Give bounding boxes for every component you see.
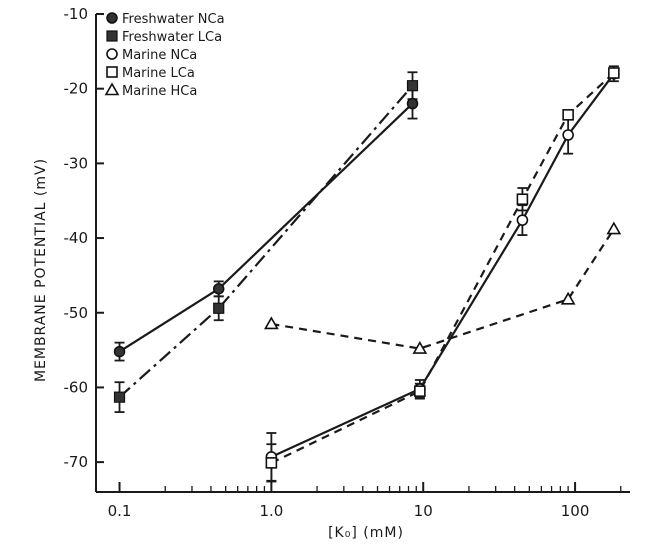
data-point (113, 345, 126, 358)
data-point (562, 109, 574, 121)
data-point (608, 67, 620, 79)
data-point (516, 193, 529, 206)
data-point (516, 214, 529, 226)
data-point (113, 391, 126, 403)
legend-item: Marine NCa (106, 48, 197, 63)
y-tick-label: -30 (64, 154, 89, 172)
legend-symbol (106, 48, 118, 60)
data-point (265, 457, 278, 469)
legend-item: Freshwater NCa (106, 12, 225, 27)
y-axis-title: MEMBRANE POTENTIAL (mV) (33, 158, 49, 382)
legend-item: Marine LCa (106, 66, 195, 81)
x-tick-label: 1.0 (259, 502, 283, 520)
legend-label: Marine LCa (122, 66, 195, 81)
y-tick-label: -20 (64, 80, 89, 98)
data-point (406, 80, 419, 92)
data-point (406, 97, 419, 110)
data-point (213, 302, 225, 314)
tick-labels: -10 -20 -30 -40 -50 -60 -70 0.1 1.0 10 100 (64, 5, 590, 520)
legend-item: Marine HCa (104, 82, 197, 99)
data-point (212, 283, 225, 295)
ticks (96, 13, 622, 492)
legend-label: Marine NCa (122, 48, 197, 63)
y-tick-label: -40 (64, 229, 89, 247)
legend-item: Freshwater LCa (106, 30, 222, 45)
y-tick-label: -70 (64, 453, 89, 471)
series-line-1 (118, 84, 414, 398)
data-point (412, 340, 428, 354)
data-point (562, 129, 574, 141)
legend-label: Freshwater LCa (122, 30, 222, 45)
x-tick-label: 100 (561, 502, 590, 520)
error-bars (114, 65, 619, 483)
y-tick-label: -50 (64, 304, 89, 322)
legend-symbol (106, 30, 118, 42)
data-point (263, 316, 279, 330)
series-line-4 (271, 228, 615, 350)
series-line-2 (270, 73, 615, 458)
legend-symbol (104, 82, 120, 96)
y-tick-label: -60 (64, 378, 89, 396)
x-tick-label: 10 (414, 502, 433, 520)
legend-label: Marine HCa (122, 84, 197, 99)
series-line-0 (118, 102, 414, 353)
data-point (414, 385, 426, 397)
data-point (606, 221, 622, 235)
series-lines (118, 72, 615, 464)
y-tick-label: -10 (64, 5, 89, 23)
markers (113, 67, 622, 469)
x-axis-title: [K₀] (mM) (328, 525, 404, 541)
data-point (560, 291, 576, 305)
legend: Freshwater NCa Freshwater LCa Marine NCa Ma… (104, 12, 225, 99)
legend-label: Freshwater NCa (122, 12, 225, 27)
x-tick-label: 0.1 (108, 502, 132, 520)
legend-symbol (106, 66, 118, 78)
series-line-3 (270, 72, 615, 464)
legend-symbol (106, 12, 118, 24)
